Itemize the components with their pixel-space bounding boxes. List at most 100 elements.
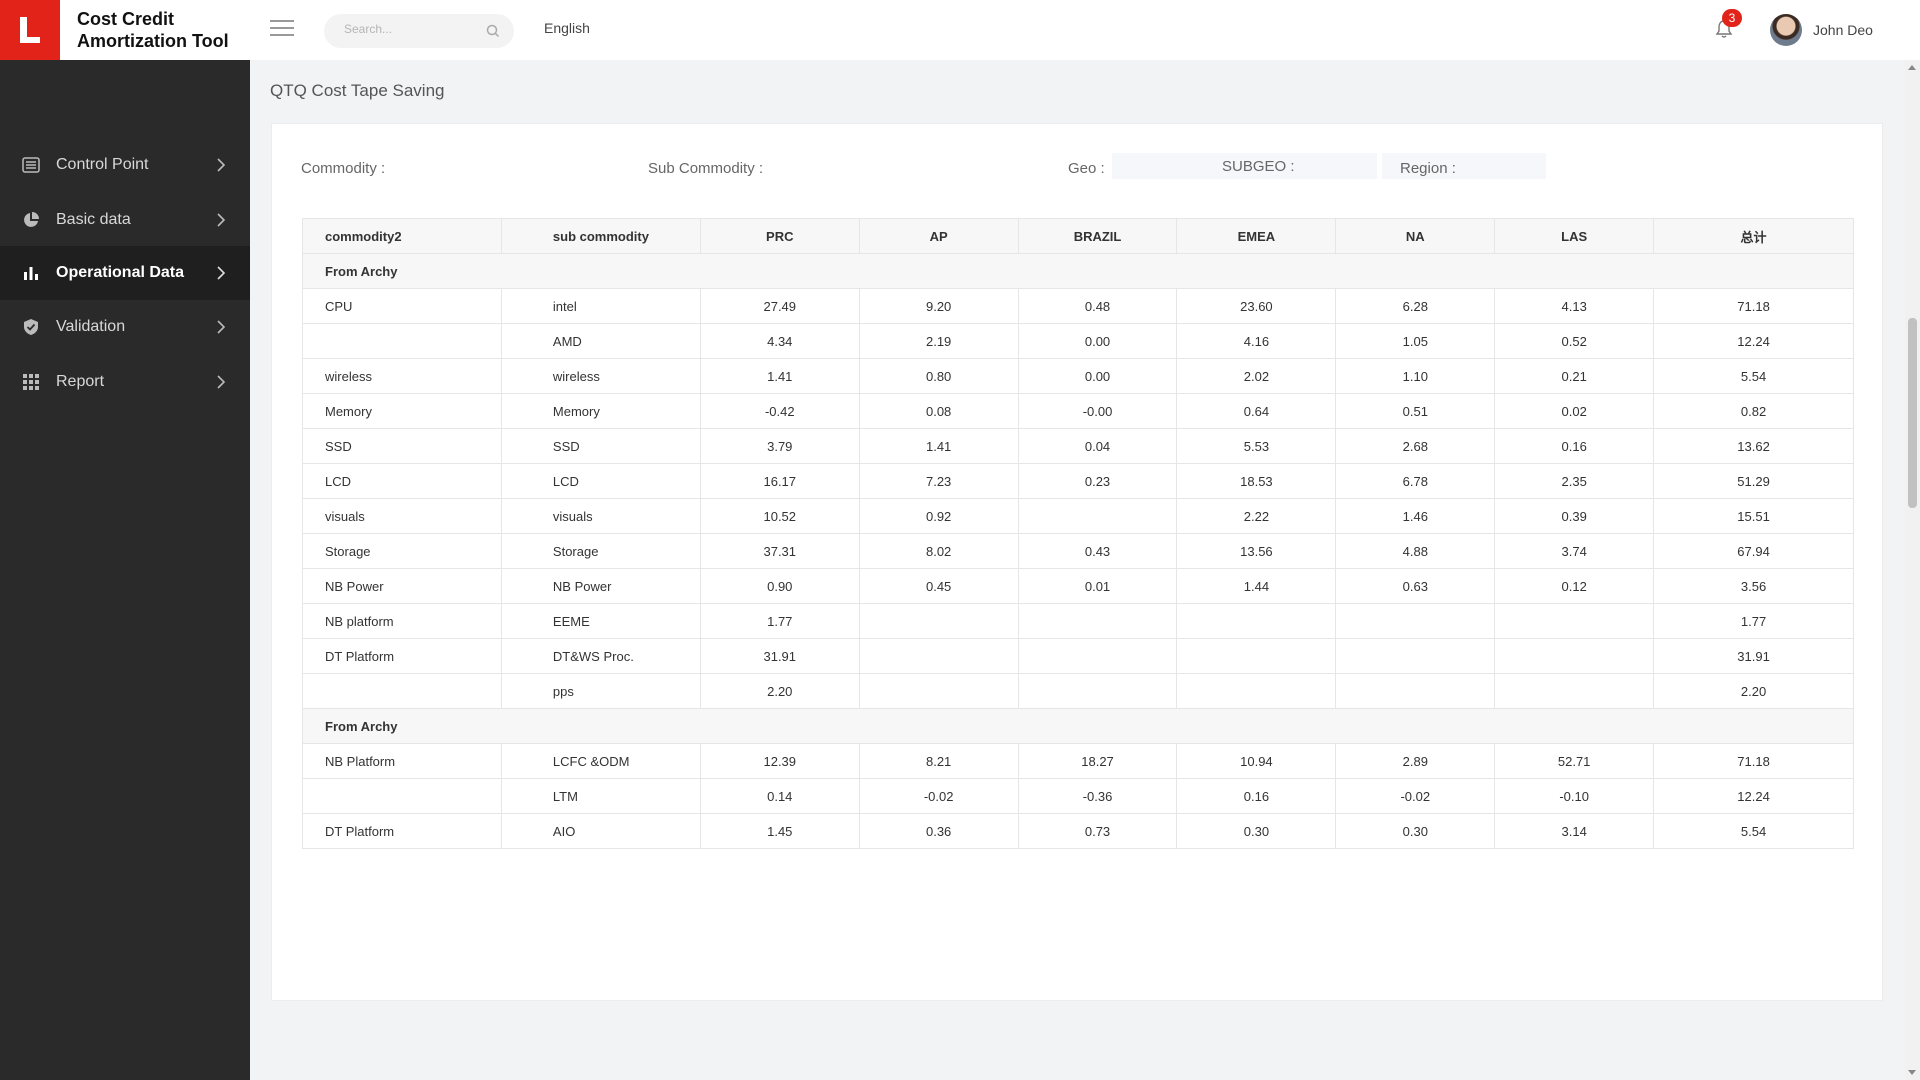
table-cell: NB Power <box>302 568 502 604</box>
table-cell: 4.13 <box>1494 288 1655 324</box>
table-row[interactable]: NB Platform LCFC &ODM 12.39 8.21 18.27 10.94 2… <box>302 743 1854 779</box>
table-cell: 6.28 <box>1335 288 1496 324</box>
table-row[interactable]: LCD LCD 16.17 7.23 0.23 18.53 6.78 2.35 51.29 <box>302 463 1854 499</box>
sidebar-item-label: Basic data <box>56 211 131 228</box>
app-title-line2: Amortization Tool <box>77 31 229 51</box>
column-header[interactable]: BRAZIL <box>1017 218 1178 254</box>
group-label: From Archy <box>302 253 1854 289</box>
table-row[interactable]: NB Power NB Power 0.90 0.45 0.01 1.44 0.63 0.12… <box>302 568 1854 604</box>
table-cell: 1.41 <box>858 428 1019 464</box>
table-cell: 12.24 <box>1653 323 1854 359</box>
table-row[interactable]: pps 2.20 2.20 <box>302 673 1854 709</box>
table-row[interactable]: wireless wireless 1.41 0.80 0.00 2.02 1.10 0.21… <box>302 358 1854 394</box>
table-cell: 0.51 <box>1335 393 1496 429</box>
page-scrollbar[interactable] <box>1905 60 1920 1080</box>
table-cell: 1.10 <box>1335 358 1496 394</box>
table-cell <box>302 323 502 359</box>
sidebar-item-report[interactable]: Report <box>0 355 250 409</box>
grid-icon <box>23 374 39 390</box>
app-title-line1: Cost Credit <box>77 9 175 29</box>
hamburger-icon <box>270 20 294 22</box>
logo[interactable] <box>0 0 60 60</box>
table-cell: EEME <box>500 603 701 639</box>
table-cell: 1.77 <box>1653 603 1854 639</box>
region-select[interactable] <box>1382 153 1546 179</box>
table-cell: wireless <box>500 358 701 394</box>
table-cell: 31.91 <box>1653 638 1854 674</box>
pie-chart-icon <box>24 212 39 227</box>
table-row[interactable]: visuals visuals 10.52 0.92 2.22 1.46 0.39 15.51 <box>302 498 1854 534</box>
avatar[interactable] <box>1770 14 1802 46</box>
table-cell: 37.31 <box>699 533 860 569</box>
table-cell: 0.48 <box>1017 288 1178 324</box>
table-cell: intel <box>500 288 701 324</box>
column-header[interactable]: AP <box>858 218 1019 254</box>
table-cell: NB Power <box>500 568 701 604</box>
table-cell: 9.20 <box>858 288 1019 324</box>
list-icon <box>22 157 40 173</box>
table-cell: 0.21 <box>1494 358 1655 394</box>
sidebar-item-basic-data[interactable]: Basic data <box>0 193 250 247</box>
column-header[interactable]: 总计 <box>1653 218 1854 254</box>
search-icon[interactable] <box>485 23 501 39</box>
scroll-up-icon[interactable] <box>1908 65 1916 70</box>
table-row[interactable]: DT Platform DT&WS Proc. 31.91 31.91 <box>302 638 1854 674</box>
column-header[interactable]: PRC <box>699 218 860 254</box>
table-cell <box>1494 638 1655 674</box>
table-row[interactable]: DT Platform AIO 1.45 0.36 0.73 0.30 0.30 3.14 5.… <box>302 813 1854 849</box>
table-cell: 1.05 <box>1335 323 1496 359</box>
sidebar-item-label: Report <box>56 373 105 390</box>
table-cell: 1.77 <box>699 603 860 639</box>
column-header[interactable]: NA <box>1335 218 1496 254</box>
sidebar-item-operational-data[interactable]: Operational Data <box>0 246 250 300</box>
notification-badge[interactable]: 3 <box>1722 9 1742 27</box>
table-row[interactable]: CPU intel 27.49 9.20 0.48 23.60 6.28 4.13 71.18 <box>302 288 1854 324</box>
table-cell: NB Platform <box>302 743 502 779</box>
table-cell: 0.00 <box>1017 323 1178 359</box>
table-cell: 2.35 <box>1494 463 1655 499</box>
subgeo-filter-label: SUBGEO : <box>1222 158 1295 175</box>
table-cell: 52.71 <box>1494 743 1655 779</box>
table-row[interactable]: Memory Memory -0.42 0.08 -0.00 0.64 0.51 0.02 0.… <box>302 393 1854 429</box>
table-cell <box>1494 603 1655 639</box>
chevron-right-icon <box>217 158 226 172</box>
table-cell: DT Platform <box>302 638 502 674</box>
table-row[interactable]: AMD 4.34 2.19 0.00 4.16 1.05 0.52 12.24 <box>302 323 1854 359</box>
table-cell <box>1494 673 1655 709</box>
table-cell: 71.18 <box>1653 288 1854 324</box>
table-cell: 8.02 <box>858 533 1019 569</box>
table-cell: 0.43 <box>1017 533 1178 569</box>
scrollbar-thumb[interactable] <box>1908 318 1917 508</box>
table-cell: 3.74 <box>1494 533 1655 569</box>
scroll-down-icon[interactable] <box>1908 1070 1916 1075</box>
sidebar-item-validation[interactable]: Validation <box>0 300 250 354</box>
table-cell: 0.73 <box>1017 813 1178 849</box>
column-header[interactable]: LAS <box>1494 218 1655 254</box>
table-cell <box>858 603 1019 639</box>
data-table: commodity2 sub commodity PRC AP BRAZIL E… <box>302 218 1854 849</box>
chevron-right-icon <box>217 213 226 227</box>
table-cell: Storage <box>500 533 701 569</box>
column-header[interactable]: sub commodity <box>500 218 701 254</box>
table-cell: Memory <box>500 393 701 429</box>
table-row[interactable]: SSD SSD 3.79 1.41 0.04 5.53 2.68 0.16 13.62 <box>302 428 1854 464</box>
search-input[interactable] <box>344 22 484 36</box>
language-selector[interactable]: English <box>544 20 590 36</box>
user-name[interactable]: John Deo <box>1813 22 1873 38</box>
menu-toggle-button[interactable] <box>270 20 294 38</box>
table-cell: AIO <box>500 813 701 849</box>
table-cell: Memory <box>302 393 502 429</box>
table-cell: 0.82 <box>1653 393 1854 429</box>
table-row[interactable]: LTM 0.14 -0.02 -0.36 0.16 -0.02 -0.10 12.24 <box>302 778 1854 814</box>
table-row[interactable]: Storage Storage 37.31 8.02 0.43 13.56 4.88 3.74… <box>302 533 1854 569</box>
page-title: QTQ Cost Tape Saving <box>270 81 445 100</box>
table-cell: 0.08 <box>858 393 1019 429</box>
table-cell <box>1017 638 1178 674</box>
table-cell: LCD <box>302 463 502 499</box>
column-header[interactable]: EMEA <box>1176 218 1337 254</box>
table-cell <box>1176 603 1337 639</box>
sidebar-item-control-point[interactable]: Control Point <box>0 138 250 192</box>
column-header[interactable]: commodity2 <box>302 218 502 254</box>
table-row[interactable]: NB platform EEME 1.77 1.77 <box>302 603 1854 639</box>
geo-select[interactable] <box>1112 153 1377 179</box>
